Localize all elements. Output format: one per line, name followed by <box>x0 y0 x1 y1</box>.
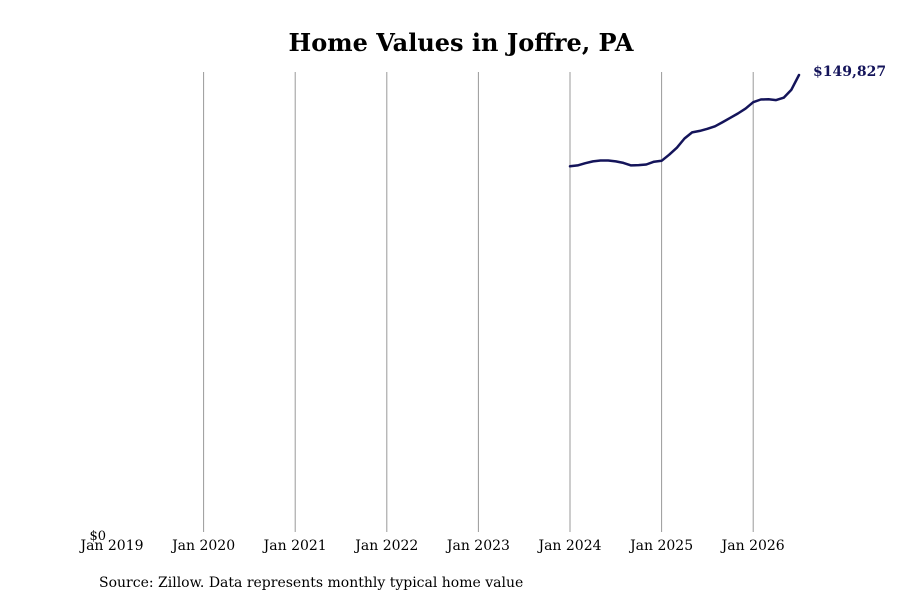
end-value-label: $149,827 <box>813 64 886 80</box>
y-tick-label: $0 <box>89 529 106 544</box>
x-tick-label: Jan 2020 <box>170 538 235 554</box>
home-value-line <box>568 73 801 168</box>
chart-title: Home Values in Joffre, PA <box>289 28 634 57</box>
x-tick-label: Jan 2024 <box>536 538 601 554</box>
x-tick-label: Jan 2023 <box>445 538 510 554</box>
x-tick-label: Jan 2022 <box>353 538 418 554</box>
y-tick-labels: $0 <box>89 529 106 544</box>
x-tick-label: Jan 2026 <box>720 538 785 554</box>
x-tick-label: Jan 2021 <box>262 538 327 554</box>
gridlines <box>203 72 754 532</box>
source-note: Source: Zillow. Data represents monthly … <box>99 575 523 591</box>
x-tick-label: Jan 2025 <box>628 538 693 554</box>
x-tick-label: Jan 2019 <box>78 538 143 554</box>
x-tick-labels: Jan 2019 Jan 2020 Jan 2021 Jan 2022 Jan 2023… <box>78 538 784 554</box>
series-layer <box>568 73 801 168</box>
